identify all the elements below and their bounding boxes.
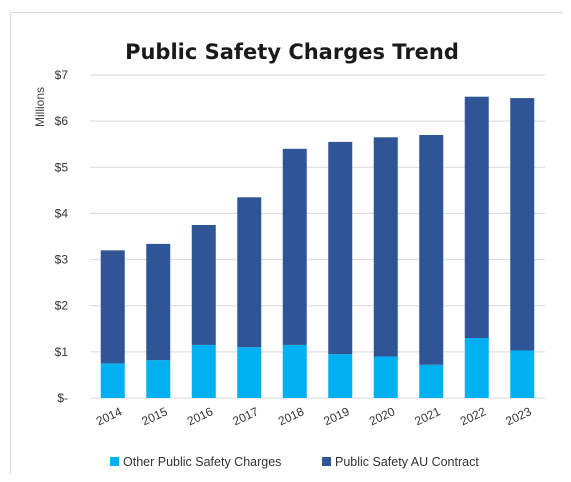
legend-swatch (322, 457, 331, 466)
x-tick-label: 2017 (231, 404, 261, 428)
bar-au-contract (191, 224, 216, 345)
bar-au-contract (282, 148, 307, 345)
bar-other-charges (100, 363, 125, 398)
y-tick-label: $1 (55, 345, 69, 359)
x-tick-label: 2016 (185, 404, 215, 428)
bar-other-charges (146, 360, 171, 398)
bar-other-charges (328, 354, 353, 398)
y-tick-label: $2 (55, 299, 69, 313)
bar-other-charges (282, 344, 307, 398)
bar-other-charges (191, 344, 216, 398)
bar-au-contract (100, 250, 125, 364)
y-tick-label: $6 (55, 114, 69, 128)
chart-title: Public Safety Charges Trend (125, 40, 459, 64)
bar-au-contract (419, 134, 444, 365)
bar-other-charges (237, 347, 262, 398)
y-tick-label: $3 (55, 253, 69, 267)
bar-au-contract (328, 141, 353, 355)
chart-frame (10, 12, 563, 474)
y-axis-label: Millions (33, 87, 47, 127)
bar-au-contract (146, 243, 171, 361)
bar-other-charges (419, 364, 444, 398)
y-tick-label: $7 (55, 68, 69, 82)
x-tick-label: 2019 (322, 404, 352, 428)
y-tick-label: $4 (55, 206, 69, 220)
bar-au-contract (464, 96, 489, 339)
x-tick-label: 2018 (276, 404, 306, 428)
legend-label: Public Safety AU Contract (335, 455, 479, 469)
bar-au-contract (373, 137, 398, 357)
x-tick-label: 2021 (413, 404, 443, 428)
legend-label: Other Public Safety Charges (123, 455, 281, 469)
x-tick-label: 2015 (140, 404, 170, 428)
x-tick-label: 2020 (367, 404, 397, 428)
bar-other-charges (373, 356, 398, 398)
bar-au-contract (237, 197, 262, 348)
y-tick-label: $- (57, 391, 68, 405)
bar-other-charges (510, 350, 535, 398)
legend-swatch (110, 457, 119, 466)
bar-other-charges (464, 338, 489, 398)
x-tick-label: 2014 (94, 404, 124, 428)
bar-au-contract (510, 98, 535, 351)
x-tick-label: 2022 (458, 404, 488, 428)
y-tick-label: $5 (55, 160, 69, 174)
x-tick-label: 2023 (504, 404, 534, 428)
